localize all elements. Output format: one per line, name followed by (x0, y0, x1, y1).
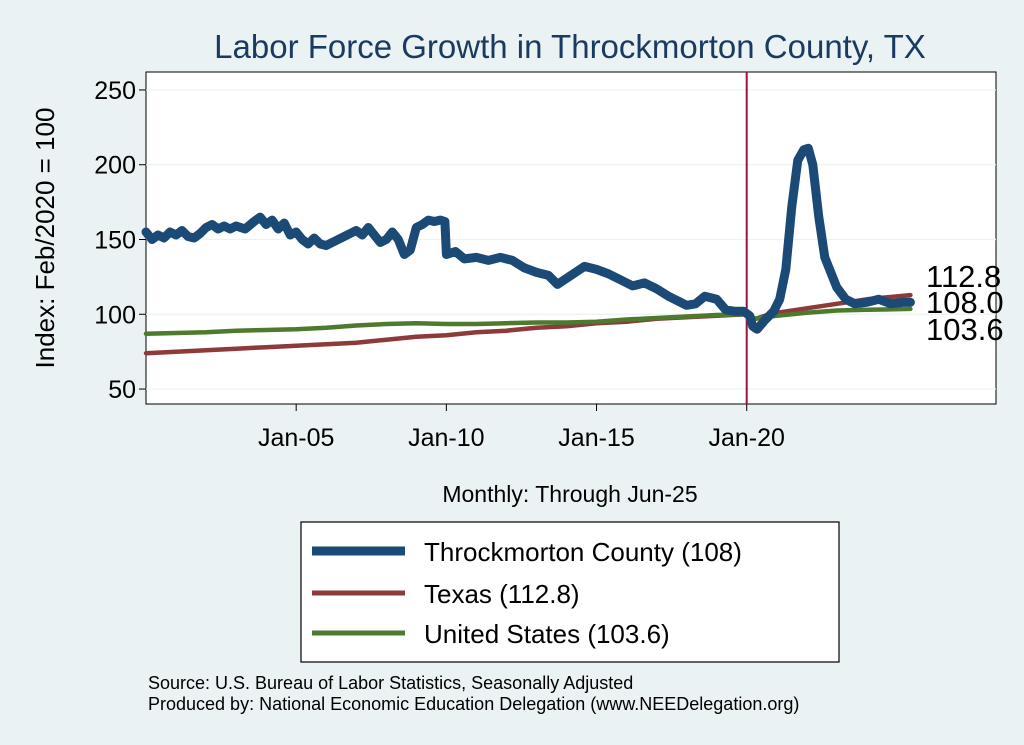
y-axis-title: Index: Feb/2020 = 100 (30, 108, 60, 369)
y-tick-label-200: 200 (94, 152, 136, 180)
end-label-throckmorton-county: 108.0 (926, 285, 1004, 320)
legend-label-texas: Texas (112.8) (424, 579, 580, 609)
legend-label-throckmorton: Throckmorton County (108) (424, 537, 742, 567)
y-axis: 50 100 150 200 250 (94, 77, 146, 404)
x-tick-label-Jan-15: Jan-15 (558, 424, 634, 452)
source-line: Source: U.S. Bureau of Labor Statistics,… (148, 673, 633, 693)
grid (146, 89, 996, 390)
x-tick-label-Jan-20: Jan-20 (708, 424, 784, 452)
series-layer (141, 143, 915, 356)
plot-area (145, 71, 997, 405)
end-label-united-states: 103.6 (926, 312, 1004, 347)
legend: Throckmorton County (108) Texas (112.8) … (300, 521, 840, 663)
y-tick-label-100: 100 (94, 301, 136, 329)
x-tick-label-Jan-10: Jan-10 (408, 424, 484, 452)
chart-title: Labor Force Growth in Throckmorton Count… (214, 28, 926, 65)
y-tick-label-250: 250 (94, 77, 136, 105)
end-label-texas: 112.8 (926, 259, 1001, 294)
y-tick-label-50: 50 (108, 376, 136, 404)
y-tick-label-150: 150 (94, 226, 136, 254)
x-axis: Jan-05 Jan-10 Jan-15 Jan-20 (258, 404, 785, 452)
x-axis-title: Monthly: Through Jun-25 (442, 481, 697, 507)
produced-by-line: Produced by: National Economic Education… (148, 694, 799, 714)
x-tick-label-Jan-05: Jan-05 (258, 424, 334, 452)
legend-label-united-states: United States (103.6) (424, 619, 670, 649)
series-line-throckmorton-county (141, 143, 915, 334)
